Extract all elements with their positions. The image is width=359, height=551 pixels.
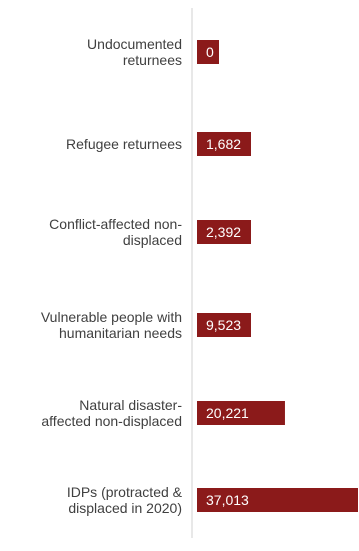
- value-label: 0: [206, 44, 214, 60]
- category-label: Natural disaster-affected non-displaced: [41, 397, 182, 429]
- bar: [197, 313, 251, 337]
- category-label: IDPs (protracted & displaced in 2020): [67, 484, 183, 516]
- category-label: Refugee returnees: [66, 136, 182, 152]
- value-label: 37,013: [206, 492, 249, 508]
- category-label: Vulnerable people with humanitarian needs: [41, 309, 182, 341]
- bar: [197, 488, 358, 512]
- value-label: 20,221: [206, 405, 249, 421]
- value-label: 9,523: [206, 317, 241, 333]
- bars: [197, 40, 358, 512]
- bar: [197, 220, 251, 244]
- bar: [197, 401, 285, 425]
- value-label: 1,682: [206, 136, 241, 152]
- category-label: Undocumented returnees: [87, 36, 182, 68]
- bar: [197, 132, 251, 156]
- value-label: 2,392: [206, 224, 241, 240]
- value-labels: 0 1,682 2,392 9,523 20,221 37,013: [206, 44, 249, 508]
- category-label: Conflict-affected non-displaced: [49, 216, 182, 248]
- category-labels: Undocumented returnees Refugee returnees Co…: [41, 36, 183, 516]
- bar: [197, 40, 219, 64]
